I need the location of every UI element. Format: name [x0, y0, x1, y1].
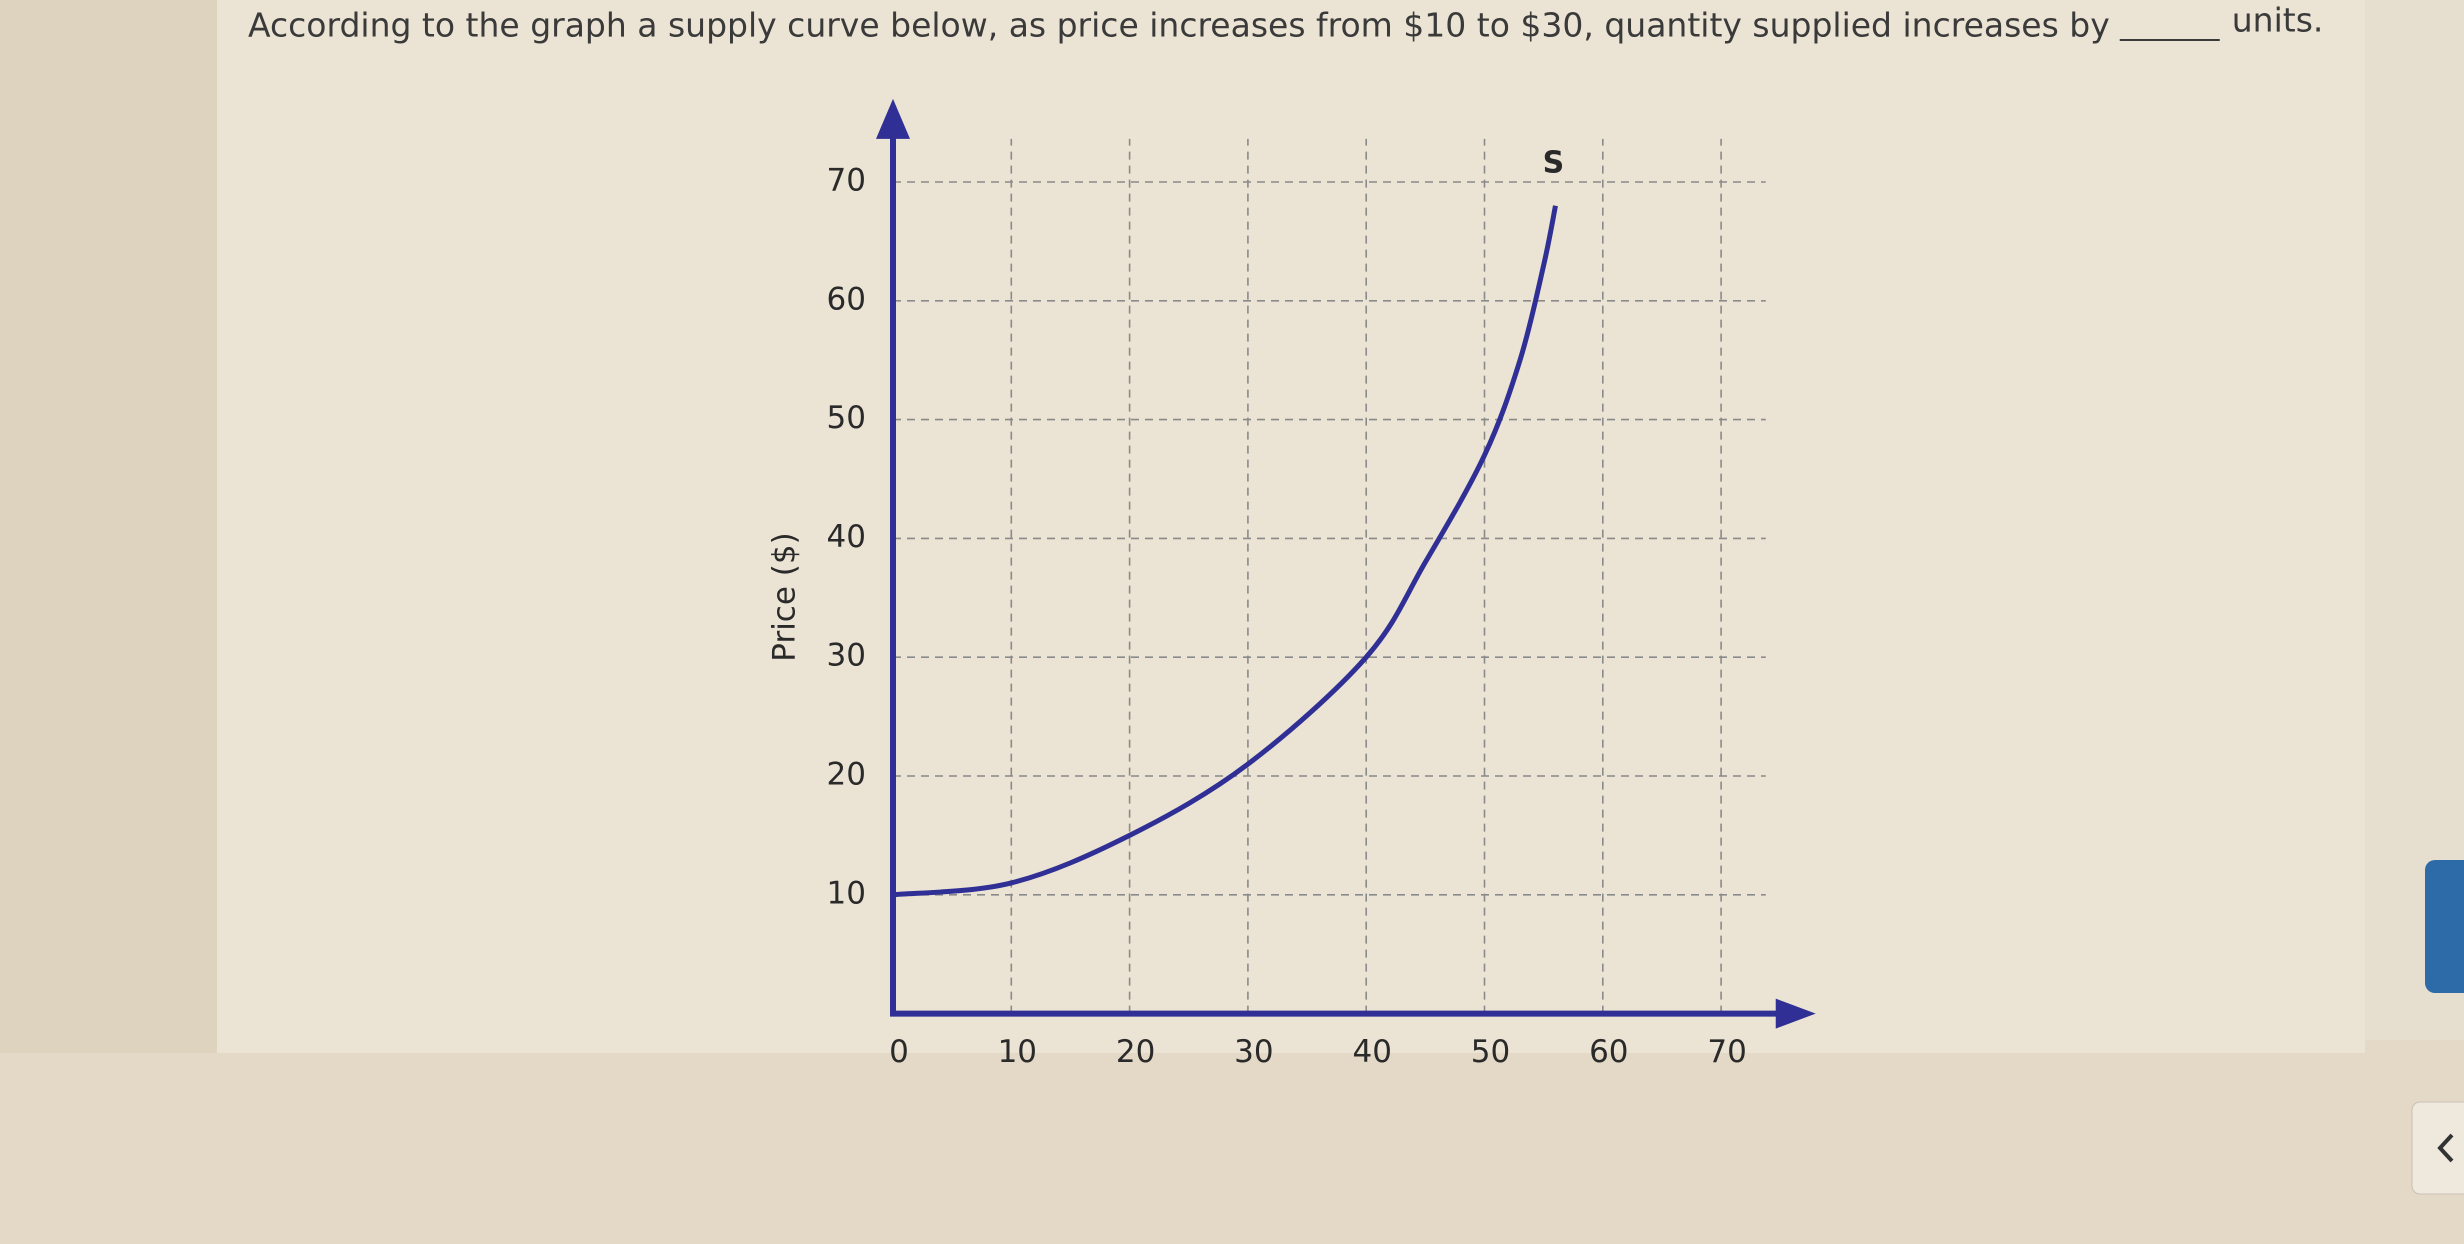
left-panel [0, 0, 217, 1053]
y-tick-label: 20 [827, 757, 866, 793]
y-axis-arrow [876, 98, 910, 139]
y-tick-label: 50 [827, 400, 866, 436]
x-tick-label: 40 [1352, 1034, 1391, 1070]
x-tick-label: 60 [1589, 1034, 1628, 1070]
y-tick-label: 10 [827, 875, 866, 911]
y-tick-label: 30 [827, 638, 866, 674]
question-card [217, 0, 2365, 1053]
side-tab[interactable] [2425, 860, 2464, 993]
back-icon [2437, 1133, 2454, 1163]
x-tick-label: 20 [1116, 1034, 1155, 1070]
supply-curve [892, 205, 1558, 898]
y-tick-label: 60 [827, 281, 866, 317]
question-text-end: units. [2232, 1, 2324, 40]
question-text: According to the graph a supply curve be… [248, 6, 2110, 45]
y-tick-label: 40 [827, 519, 866, 555]
y-axis-title: Price ($) [767, 532, 803, 661]
y-tick-label: 70 [827, 163, 866, 199]
x-tick-label: 0 [889, 1034, 909, 1070]
series-label: S [1543, 145, 1565, 180]
x-tick-label: 50 [1471, 1034, 1510, 1070]
x-tick-label: 30 [1234, 1034, 1273, 1070]
x-tick-label: 10 [998, 1034, 1037, 1070]
x-axis-arrow [1775, 998, 1816, 1029]
x-tick-label: 70 [1707, 1034, 1746, 1070]
